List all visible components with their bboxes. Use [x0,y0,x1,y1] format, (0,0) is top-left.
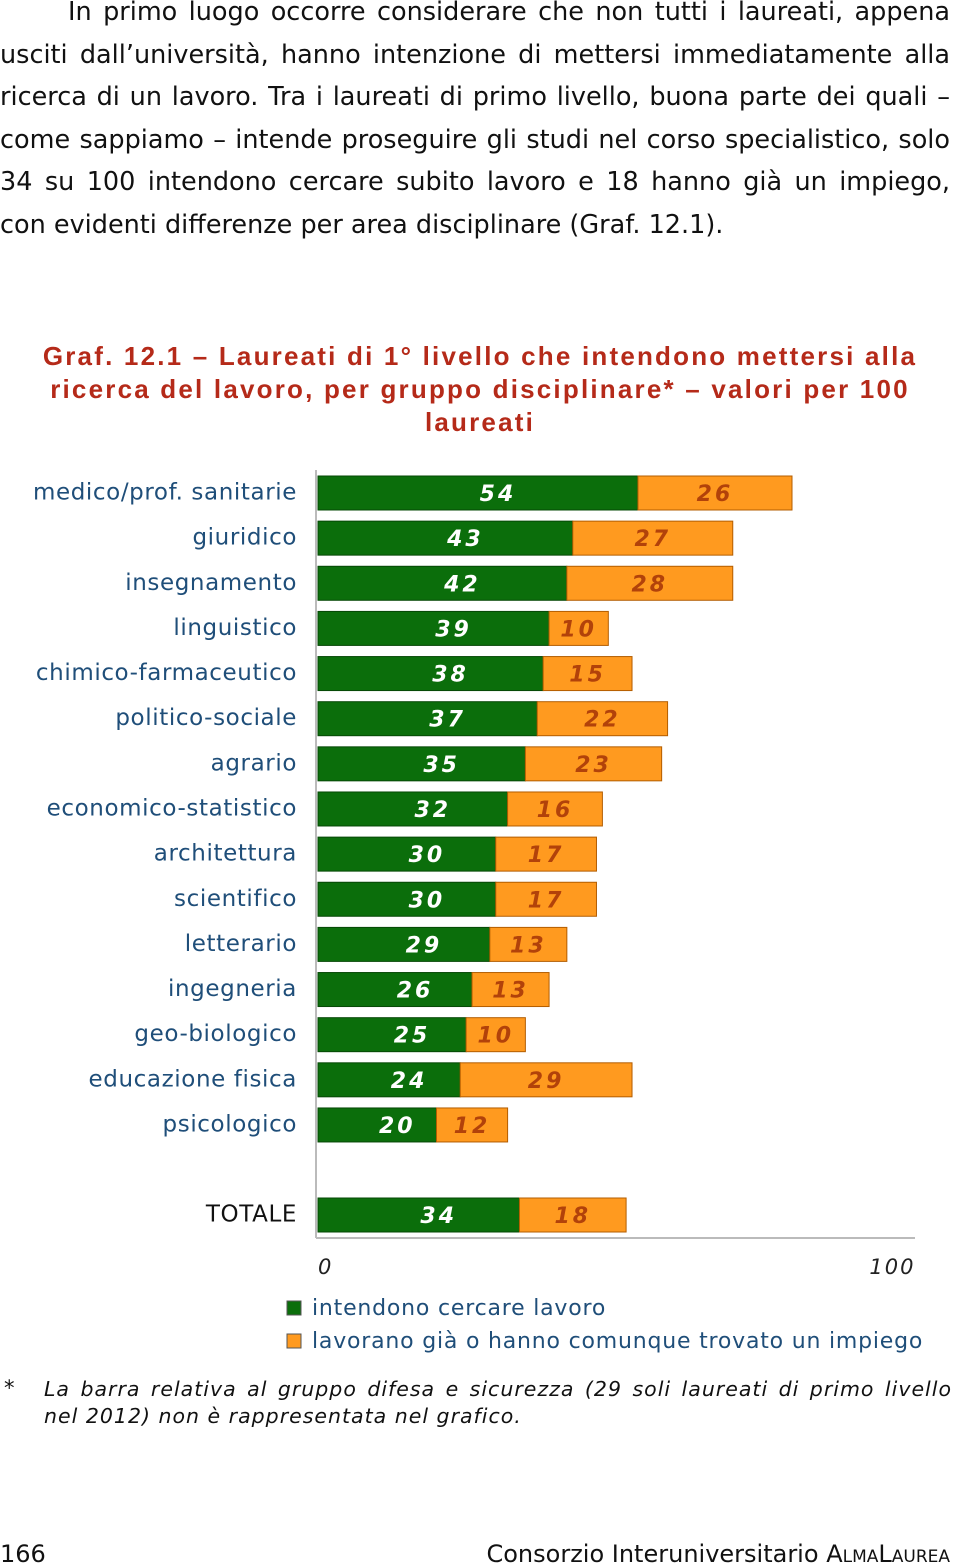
category-label: psicologico [163,1111,297,1137]
category-label: agrario [211,750,297,776]
bar-segment [518,1197,627,1233]
bar-segment [465,1017,526,1053]
footer: Consorzio Interuniversitario AlmaLaurea [486,1540,950,1568]
category-label: geo-biologico [134,1021,297,1047]
body-paragraph: In primo luogo occorre considerare che n… [0,0,950,240]
page-number: 166 [0,1540,46,1568]
category-label: economico-statistico [47,795,297,821]
value-label: 12 [454,1114,491,1139]
value-label: 23 [575,753,612,778]
x-tick-label: 0 [318,1255,333,1279]
bar-segment [317,520,574,556]
bar-segment [548,610,609,646]
bar-segment [317,656,544,692]
footnote-marker: * [4,1376,15,1400]
value-label: 38 [432,663,469,688]
value-label: 13 [492,979,529,1004]
value-label: 10 [477,1024,514,1049]
value-label: 28 [631,572,668,597]
value-label: 34 [420,1204,457,1229]
bar-segment [459,1062,633,1098]
bar-segment [317,1017,467,1053]
category-label: linguistico [173,615,297,641]
bar-segment [317,565,568,601]
value-label: 30 [409,843,446,868]
value-label: 42 [443,572,481,597]
bar-segment [317,1197,520,1233]
value-label: 26 [397,979,434,1004]
value-label: 18 [554,1204,591,1229]
value-label: 54 [480,482,517,507]
value-label: 27 [634,527,671,552]
bar-segment [317,475,639,511]
bar-segment [317,610,550,646]
legend-label: intendono cercare lavoro [312,1296,606,1321]
bar-segment [436,1107,509,1143]
category-label: TOTALE [205,1202,297,1228]
bar-segment [524,746,663,782]
value-label: 10 [560,617,597,642]
value-label: 17 [528,843,565,868]
value-label: 32 [414,798,451,823]
value-label: 39 [435,617,472,642]
bar-segment [317,1107,437,1143]
value-label: 20 [379,1114,416,1139]
bar-segment [317,746,526,782]
value-label: 24 [391,1069,428,1094]
value-label: 25 [394,1024,431,1049]
chart-title: Graf. 12.1 – Laureati di 1° livello che … [42,341,918,437]
category-label: scientifico [174,886,297,912]
value-label: 30 [409,888,446,913]
bar-segment [489,926,568,962]
value-label: 22 [584,708,621,733]
bar-segment [317,926,491,962]
x-tick-label: 100 [869,1255,915,1279]
bar-segment [317,1062,461,1098]
legend-swatch [286,1333,302,1349]
value-label: 35 [423,753,460,778]
category-label: medico/prof. sanitarie [33,480,297,506]
value-label: 29 [528,1069,565,1094]
bar-segment [495,881,597,917]
value-label: 17 [528,888,565,913]
bar-segment [317,791,509,827]
category-label: chimico-farmaceutico [36,660,297,686]
value-label: 16 [537,798,574,823]
category-label: architettura [154,841,297,867]
value-label: 15 [569,663,606,688]
bar-segment [566,565,734,601]
bar-segment [317,836,497,872]
footnote-text: La barra relativa al gruppo difesa e sic… [44,1377,952,1428]
legend-swatch [286,1300,302,1316]
bar-segment [471,972,550,1008]
bar-segment [507,791,603,827]
category-label: politico-sociale [115,705,297,731]
value-label: 37 [429,708,466,733]
publisher: Consorzio Interuniversitario [486,1540,819,1568]
category-label: ingegneria [168,976,297,1002]
value-label: 13 [510,933,547,958]
bar-segment [317,701,538,737]
category-label: giuridico [192,525,297,551]
bar-segment [572,520,734,556]
bar-segment [495,836,597,872]
bar-segment [317,972,473,1008]
bar-segment [317,881,497,917]
category-label: educazione fisica [89,1066,297,1092]
value-label: 29 [406,933,443,958]
bar-segment [637,475,793,511]
value-label: 43 [446,527,484,552]
category-label: letterario [185,931,297,957]
legend-label: lavorano già o hanno comunque trovato un… [312,1329,923,1354]
bar-segment [542,656,633,692]
category-label: insegnamento [125,570,297,596]
value-label: 26 [697,482,734,507]
brand: AlmaLaurea [826,1540,950,1568]
bar-segment [536,701,669,737]
